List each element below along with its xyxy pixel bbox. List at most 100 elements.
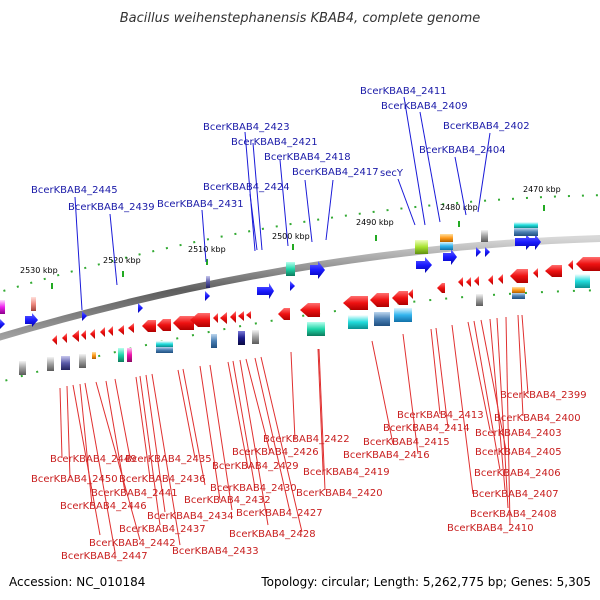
- scale-tick: [543, 205, 545, 211]
- feature-box: [118, 348, 124, 362]
- feature-box: [394, 308, 412, 322]
- reverse-gene-label: BcerKBAB4_2406: [474, 468, 561, 479]
- reverse-gene-label: BcerKBAB4_2416: [343, 450, 430, 461]
- reverse-feature-track: [19, 274, 590, 375]
- forward-gene-track: [0, 234, 541, 329]
- forward-gene: [25, 313, 38, 327]
- reverse-gene: [230, 311, 236, 323]
- reverse-gene-label: BcerKBAB4_2450: [31, 474, 118, 485]
- reverse-gene-label: BcerKBAB4_2430: [210, 483, 297, 494]
- feature-box: [238, 331, 245, 345]
- feature-box: [440, 234, 453, 242]
- accession-text: Accession: NC_010184: [9, 575, 145, 589]
- feature-box: [415, 240, 428, 254]
- feature-box: [19, 361, 26, 375]
- feature-box: [79, 354, 86, 368]
- feature-box: [61, 356, 70, 370]
- reverse-gene-label: BcerKBAB4_2407: [472, 489, 559, 500]
- forward-gene: [443, 249, 457, 265]
- reverse-gene-label: BcerKBAB4_2437: [119, 524, 206, 535]
- reverse-gene: [90, 329, 95, 339]
- forward-gene-label: secY: [380, 168, 404, 179]
- reverse-gene: [300, 303, 320, 317]
- reverse-gene-label: BcerKBAB4_2434: [147, 511, 234, 522]
- forward-gene-label: BcerKBAB4_2431: [157, 199, 244, 210]
- forward-gene: [290, 281, 295, 291]
- feature-box: [476, 294, 483, 306]
- reverse-gene-label: BcerKBAB4_2414: [383, 423, 470, 434]
- forward-gene-label: BcerKBAB4_2404: [419, 145, 506, 156]
- reverse-gene: [52, 335, 57, 345]
- reverse-gene: [545, 265, 562, 277]
- reverse-gene: [576, 257, 600, 271]
- feature-box: [31, 297, 36, 311]
- feature-box: [92, 352, 96, 359]
- scale-label: 2490 kbp: [356, 218, 394, 227]
- reverse-dotted-arc: [0, 289, 600, 384]
- feature-box: [156, 341, 173, 347]
- forward-gene: [138, 303, 143, 313]
- reverse-gene-label: BcerKBAB4_2400: [494, 413, 581, 424]
- reverse-gene: [466, 277, 471, 287]
- reverse-gene: [408, 289, 413, 299]
- reverse-gene-label: BcerKBAB4_2427: [236, 508, 323, 519]
- reverse-gene: [108, 326, 113, 336]
- feature-box: [575, 274, 590, 288]
- reverse-gene-label: BcerKBAB4_2419: [303, 467, 390, 478]
- feature-box: [514, 222, 538, 228]
- feature-box: [211, 334, 217, 348]
- forward-gene-label: BcerKBAB4_2417: [292, 167, 379, 178]
- feature-box: [374, 312, 390, 326]
- reverse-gene-label: BcerKBAB4_2441: [91, 488, 178, 499]
- feature-box: [307, 322, 325, 336]
- forward-gene-label: BcerKBAB4_2402: [443, 121, 530, 132]
- reverse-gene-label: BcerKBAB4_2426: [232, 447, 319, 458]
- scale-label: 2520 kbp: [103, 256, 141, 265]
- reverse-gene: [246, 311, 251, 319]
- scale-tick: [122, 271, 124, 277]
- feature-box: [127, 348, 132, 362]
- reverse-gene: [238, 311, 244, 321]
- reverse-gene-label: BcerKBAB4_2420: [296, 488, 383, 499]
- scale-label: 2480 kbp: [440, 203, 478, 212]
- forward-gene-label: BcerKBAB4_2409: [381, 101, 468, 112]
- scale-track: 2530 kbp 2520 kbp 2510 kbp 2500 kbp 2490…: [0, 185, 600, 294]
- feature-box: [440, 242, 453, 250]
- forward-gene: [476, 247, 481, 257]
- feature-box: [0, 300, 5, 314]
- scale-tick: [51, 283, 53, 289]
- reverse-gene: [488, 275, 493, 285]
- reverse-gene-label: BcerKBAB4_2422: [263, 434, 350, 445]
- reverse-gene: [173, 316, 194, 330]
- scale-tick: [292, 244, 294, 250]
- reverse-gene-label: BcerKBAB4_2429: [212, 461, 299, 472]
- reverse-gene-label: BcerKBAB4_2432: [184, 495, 271, 506]
- forward-gene: [205, 291, 210, 301]
- reverse-gene-label: BcerKBAB4_2442: [89, 538, 176, 549]
- feature-box: [47, 357, 54, 371]
- forward-gene: [257, 283, 274, 299]
- feature-box: [348, 315, 368, 329]
- forward-gene-label: BcerKBAB4_2439: [68, 202, 155, 213]
- forward-gene-label: BcerKBAB4_2424: [203, 182, 290, 193]
- reverse-gene: [190, 313, 210, 327]
- reverse-gene: [510, 269, 528, 283]
- scale-label: 2470 kbp: [523, 185, 561, 194]
- reverse-gene-label: BcerKBAB4_2449: [50, 454, 137, 465]
- scale-tick: [375, 235, 377, 241]
- reverse-gene: [62, 333, 67, 343]
- reverse-leader-lines: [59, 314, 529, 553]
- reverse-gene-label: BcerKBAB4_2405: [475, 447, 562, 458]
- feature-box: [512, 293, 525, 299]
- reverse-gene-label: BcerKBAB4_2428: [229, 529, 316, 540]
- scale-label: 2530 kbp: [20, 266, 58, 275]
- reverse-gene-label: BcerKBAB4_2399: [500, 390, 587, 401]
- reverse-gene-label: BcerKBAB4_2408: [470, 509, 557, 520]
- forward-gene-label: BcerKBAB4_2423: [203, 122, 290, 133]
- reverse-gene: [392, 291, 408, 305]
- feature-box: [512, 287, 525, 293]
- reverse-gene: [128, 323, 134, 333]
- reverse-gene-label: BcerKBAB4_2413: [397, 410, 484, 421]
- forward-gene-label: BcerKBAB4_2445: [31, 185, 118, 196]
- reverse-gene: [100, 327, 105, 337]
